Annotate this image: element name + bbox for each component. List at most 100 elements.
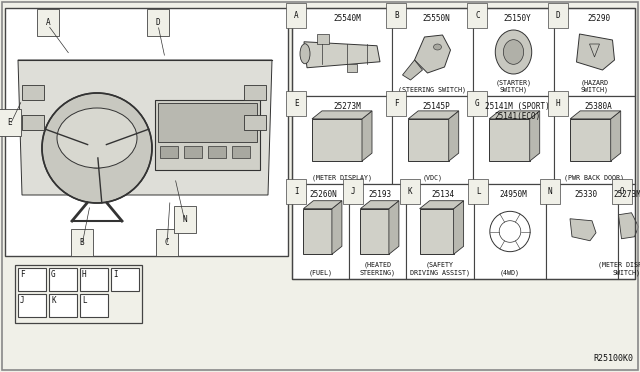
- Polygon shape: [312, 111, 372, 119]
- Bar: [292, 96, 392, 184]
- Polygon shape: [530, 111, 540, 161]
- Bar: [18, 268, 46, 291]
- Text: 25273M: 25273M: [614, 190, 640, 199]
- Bar: [15, 265, 142, 323]
- Polygon shape: [403, 60, 422, 80]
- Bar: [292, 8, 635, 279]
- Bar: [317, 34, 329, 44]
- Bar: [349, 184, 406, 279]
- Bar: [208, 145, 226, 157]
- Polygon shape: [360, 201, 399, 209]
- Polygon shape: [570, 219, 596, 241]
- Text: (VDC): (VDC): [422, 174, 442, 181]
- Text: F: F: [394, 99, 399, 108]
- Bar: [155, 100, 260, 170]
- Bar: [554, 8, 635, 96]
- Bar: [570, 119, 611, 161]
- Bar: [80, 294, 108, 317]
- Bar: [618, 184, 635, 279]
- Bar: [244, 115, 266, 130]
- Text: A: A: [294, 11, 299, 20]
- Polygon shape: [420, 201, 463, 209]
- Bar: [406, 184, 474, 279]
- Text: D: D: [156, 18, 160, 27]
- Bar: [392, 8, 473, 96]
- Polygon shape: [18, 60, 272, 195]
- Polygon shape: [304, 42, 380, 68]
- Text: 25134: 25134: [432, 190, 455, 199]
- Bar: [408, 119, 449, 161]
- Text: (4WD): (4WD): [500, 269, 520, 276]
- Bar: [489, 119, 530, 161]
- Text: D: D: [556, 11, 561, 20]
- Polygon shape: [389, 201, 399, 254]
- Polygon shape: [362, 111, 372, 161]
- Bar: [158, 103, 257, 141]
- Bar: [160, 145, 178, 157]
- Bar: [420, 209, 454, 254]
- Text: (HAZARD
SWITCH): (HAZARD SWITCH): [580, 79, 609, 93]
- Bar: [473, 8, 554, 96]
- Text: J: J: [20, 296, 24, 305]
- Bar: [80, 268, 108, 291]
- Text: G: G: [51, 270, 56, 279]
- Ellipse shape: [57, 108, 137, 168]
- Text: (STEERING SWITCH): (STEERING SWITCH): [399, 87, 467, 93]
- Bar: [360, 209, 389, 254]
- Text: C: C: [164, 238, 170, 247]
- Bar: [392, 96, 473, 184]
- Text: H: H: [556, 99, 561, 108]
- Bar: [554, 96, 635, 184]
- Text: (SAFETY
DRIVING ASSIST): (SAFETY DRIVING ASSIST): [410, 262, 470, 276]
- Bar: [22, 85, 44, 100]
- Bar: [184, 145, 202, 157]
- Text: N: N: [182, 215, 188, 224]
- Text: 25193: 25193: [369, 190, 392, 199]
- Bar: [49, 268, 77, 291]
- Circle shape: [87, 138, 107, 158]
- Polygon shape: [489, 111, 540, 119]
- Text: 24950M: 24950M: [500, 190, 527, 199]
- Polygon shape: [449, 111, 459, 161]
- Circle shape: [77, 128, 117, 168]
- Text: 25150Y: 25150Y: [504, 14, 531, 23]
- Text: L: L: [82, 296, 86, 305]
- Text: G: G: [475, 99, 479, 108]
- Text: N: N: [548, 187, 552, 196]
- Text: 25145P: 25145P: [422, 102, 451, 111]
- Bar: [244, 85, 266, 100]
- Text: H: H: [82, 270, 86, 279]
- Polygon shape: [570, 111, 621, 119]
- Text: 25380A: 25380A: [585, 102, 612, 111]
- Text: A: A: [45, 18, 51, 27]
- Bar: [474, 184, 546, 279]
- Text: (METER DISPLAY
SWITCH): (METER DISPLAY SWITCH): [598, 262, 640, 276]
- Bar: [292, 8, 392, 96]
- Text: R25100K0: R25100K0: [593, 354, 633, 363]
- Bar: [111, 268, 139, 291]
- Text: (METER DISPLAY): (METER DISPLAY): [312, 174, 372, 181]
- Ellipse shape: [433, 44, 442, 50]
- Text: E: E: [8, 118, 12, 127]
- Polygon shape: [618, 213, 639, 239]
- Text: E: E: [294, 99, 299, 108]
- Bar: [312, 119, 362, 161]
- Text: B: B: [80, 238, 84, 247]
- Text: 25550N: 25550N: [422, 14, 451, 23]
- Text: 25141M (SPORT)
25141(ECO): 25141M (SPORT) 25141(ECO): [485, 102, 550, 121]
- Bar: [473, 96, 554, 184]
- Text: 25260N: 25260N: [310, 190, 337, 199]
- Bar: [5, 8, 288, 256]
- Polygon shape: [408, 111, 459, 119]
- Text: 25290: 25290: [587, 14, 610, 23]
- Polygon shape: [577, 34, 614, 70]
- Bar: [347, 64, 357, 72]
- Polygon shape: [454, 201, 463, 254]
- Text: J: J: [351, 187, 356, 196]
- Text: L: L: [476, 187, 481, 196]
- Text: (HEATED
STEERING): (HEATED STEERING): [360, 262, 396, 276]
- Bar: [303, 209, 332, 254]
- Polygon shape: [611, 111, 621, 161]
- Text: I: I: [294, 187, 299, 196]
- Bar: [546, 184, 618, 279]
